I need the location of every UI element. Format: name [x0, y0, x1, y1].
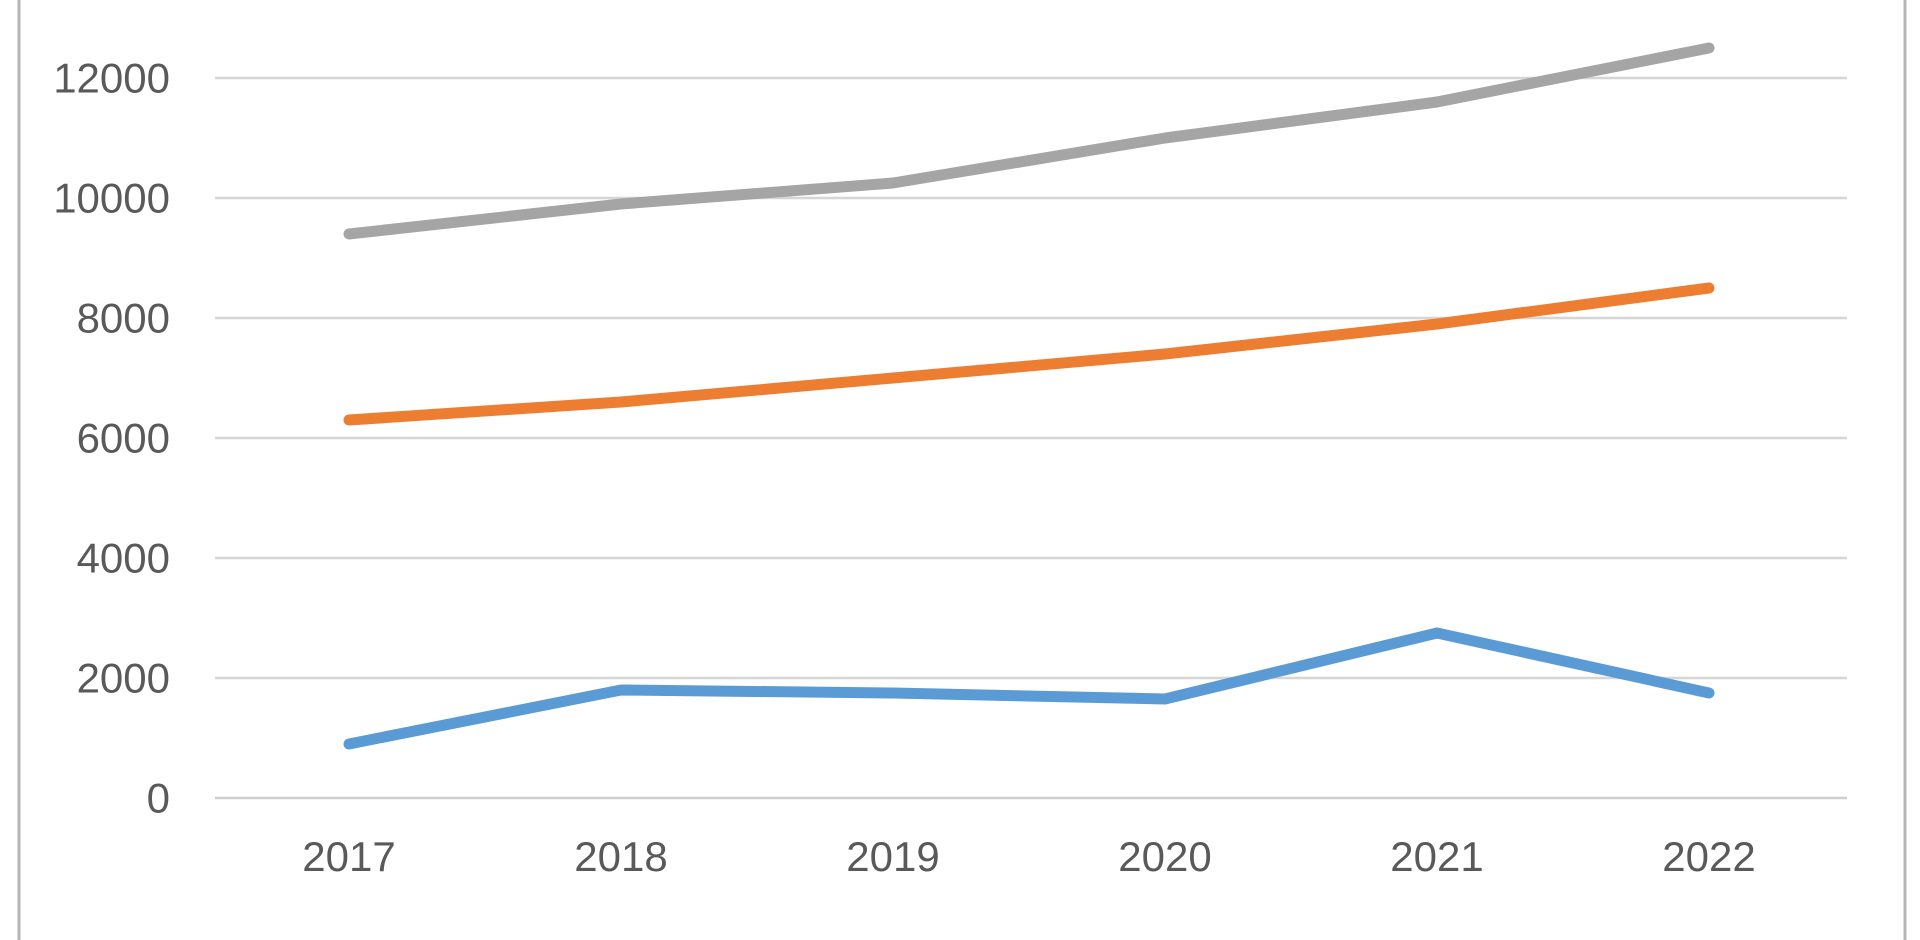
y-axis-tick-label: 0 [147, 775, 170, 822]
x-axis-tick-label: 2022 [1662, 833, 1755, 880]
y-axis-tick-label: 6000 [77, 415, 170, 462]
x-axis-tick-label: 2017 [302, 833, 395, 880]
x-axis-tick-label: 2019 [846, 833, 939, 880]
y-axis-tick-label: 10000 [53, 175, 170, 222]
series-lines [343, 42, 1715, 750]
series-line-gray [343, 42, 1715, 240]
series-line-blue [343, 627, 1715, 750]
x-axis-tick-label: 2021 [1390, 833, 1483, 880]
x-axis-tick-label: 2018 [574, 833, 667, 880]
y-axis-tick-label: 8000 [77, 295, 170, 342]
y-axis-tick-label: 2000 [77, 655, 170, 702]
series-line-orange [343, 282, 1715, 426]
y-axis-tick-label: 4000 [77, 535, 170, 582]
y-axis-labels: 0 2000 4000 6000 8000 10000 12000 [53, 55, 170, 822]
y-axis-tick-label: 12000 [53, 55, 170, 102]
x-axis-labels: 2017 2018 2019 2020 2021 2022 [302, 833, 1755, 880]
x-axis-tick-label: 2020 [1118, 833, 1211, 880]
